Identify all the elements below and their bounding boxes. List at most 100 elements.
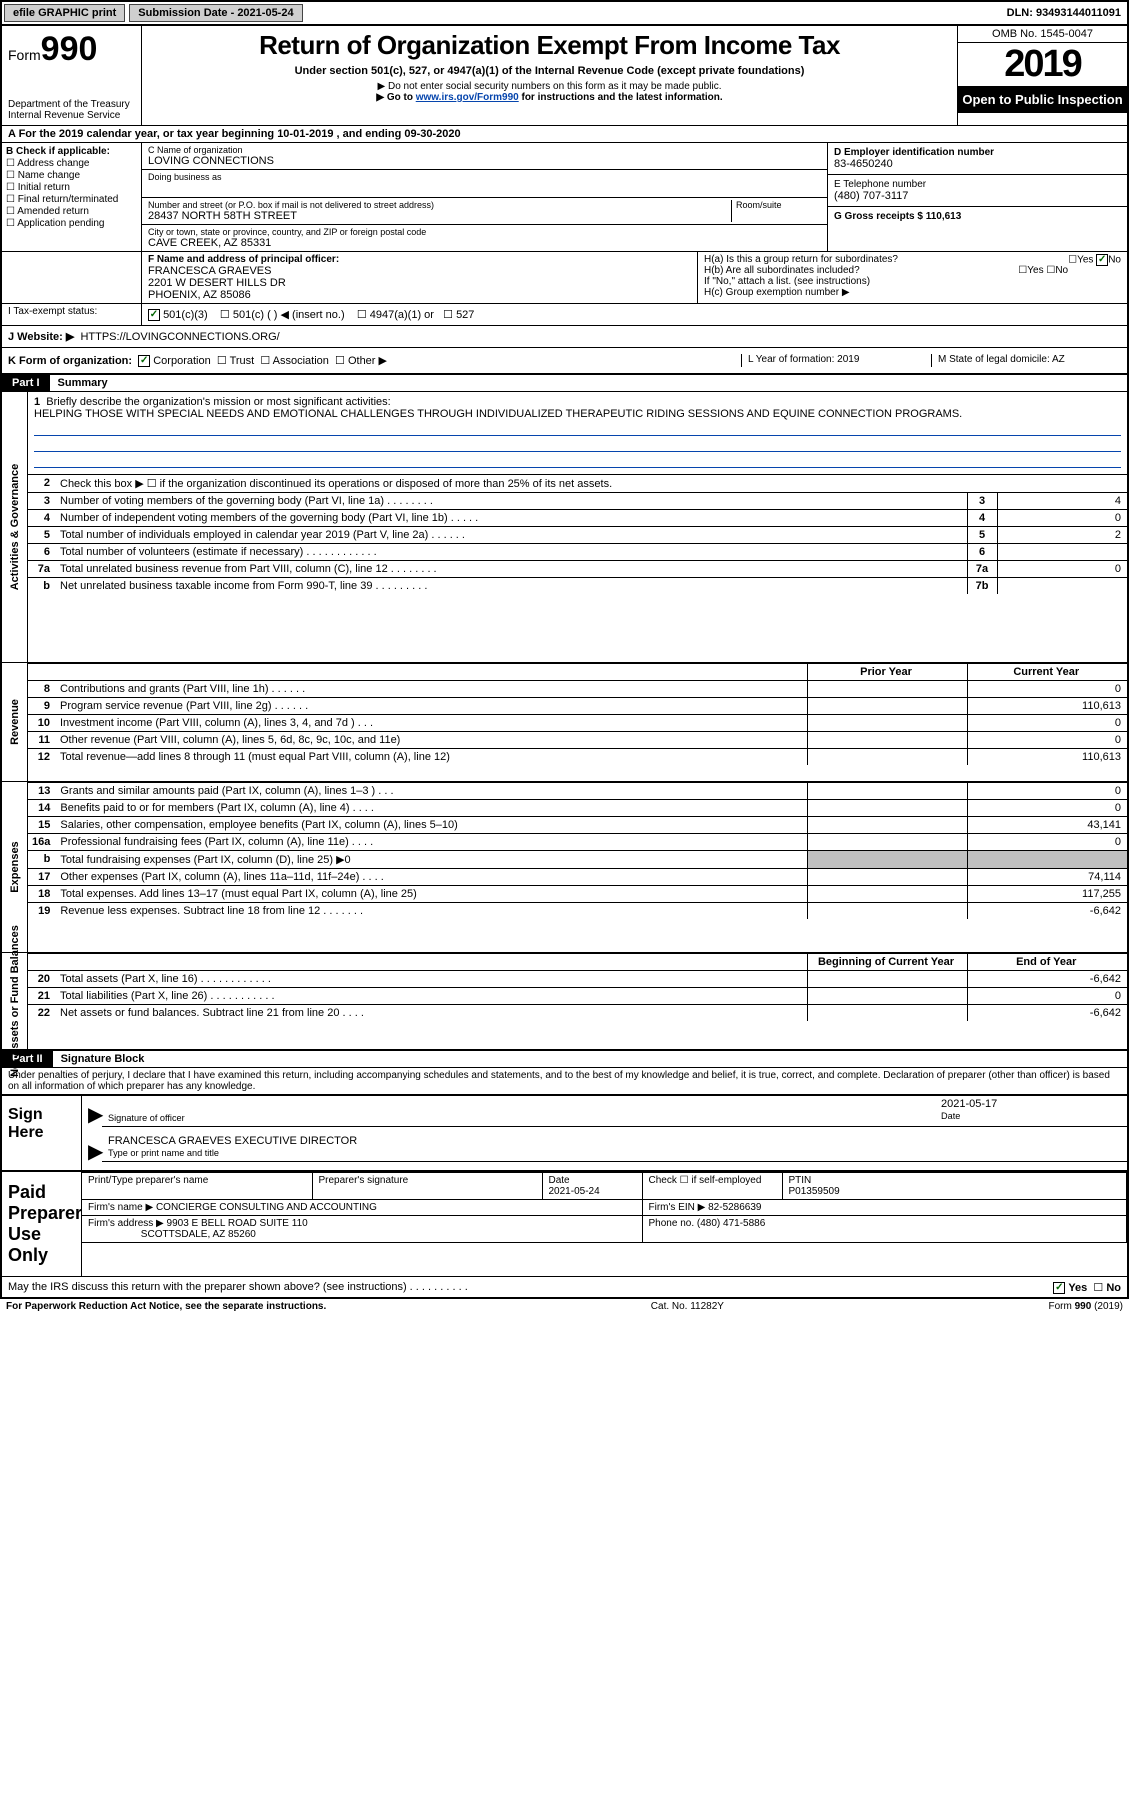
prior-val <box>807 886 967 903</box>
line-text: Number of independent voting members of … <box>56 510 967 527</box>
discuss-yes[interactable] <box>1053 1282 1065 1294</box>
line-box: 6 <box>967 544 997 561</box>
check-pending[interactable]: ☐ Application pending <box>6 218 137 229</box>
check-address[interactable]: ☐ Address change <box>6 158 137 169</box>
officer-typed-label: Type or print name and title <box>108 1148 219 1158</box>
curr-val: 110,613 <box>967 698 1127 715</box>
street-addr: 28437 NORTH 58TH STREET <box>148 210 297 222</box>
line-num: b <box>28 851 56 869</box>
check-name[interactable]: ☐ Name change <box>6 170 137 181</box>
prior-val <box>807 698 967 715</box>
line-box: 7a <box>967 561 997 578</box>
mission-text: HELPING THOSE WITH SPECIAL NEEDS AND EMO… <box>34 408 962 420</box>
beg-val <box>807 988 967 1005</box>
prior-val <box>807 732 967 749</box>
part-i-tag: Part I <box>2 375 50 391</box>
line-num: 2 <box>28 475 56 493</box>
tax-year-line: A For the 2019 calendar year, or tax yea… <box>2 126 1127 143</box>
ein: 83-4650240 <box>834 158 1121 170</box>
line-num: 8 <box>28 681 56 698</box>
check-501c3[interactable] <box>148 309 160 321</box>
prep-sig-label: Preparer's signature <box>312 1173 542 1200</box>
note-goto: ▶ Go to www.irs.gov/Form990 for instruct… <box>148 92 951 103</box>
firm-name: CONCIERGE CONSULTING AND ACCOUNTING <box>156 1202 377 1213</box>
line-text: Program service revenue (Part VIII, line… <box>56 698 807 715</box>
ha-no-check[interactable] <box>1096 254 1108 266</box>
line1-label: Briefly describe the organization's miss… <box>46 396 390 408</box>
section-b-label: B Check if applicable: <box>6 146 137 157</box>
footer-mid: Cat. No. 11282Y <box>651 1301 724 1312</box>
submission-date: Submission Date - 2021-05-24 <box>129 4 302 22</box>
dln: DLN: 93493144011091 <box>1001 5 1127 21</box>
prior-val <box>807 869 967 886</box>
line-num: 15 <box>28 817 56 834</box>
omb-number: OMB No. 1545-0047 <box>958 26 1127 43</box>
curr-val: 0 <box>967 783 1127 800</box>
check-final[interactable]: ☐ Final return/terminated <box>6 194 137 205</box>
curr-year-header: Current Year <box>967 664 1127 681</box>
open-to-public: Open to Public Inspection <box>958 86 1127 113</box>
line-text: Net assets or fund balances. Subtract li… <box>56 1005 807 1022</box>
h-note: If "No," attach a list. (see instruction… <box>704 276 1121 287</box>
line-num: 18 <box>28 886 56 903</box>
m-state: M State of legal domicile: AZ <box>931 354 1121 367</box>
line-num: 10 <box>28 715 56 732</box>
line-text: Total revenue—add lines 8 through 11 (mu… <box>56 749 807 766</box>
line-num: 21 <box>28 988 56 1005</box>
line-val: 2 <box>997 527 1127 544</box>
sig-officer-label: Signature of officer <box>108 1113 185 1123</box>
phone: (480) 471-5886 <box>697 1218 765 1229</box>
d-ein-label: D Employer identification number <box>834 147 1121 158</box>
firm-addr1: 9903 E BELL ROAD SUITE 110 <box>167 1218 308 1229</box>
line-box: 7b <box>967 578 997 595</box>
end-year-header: End of Year <box>967 954 1127 971</box>
l-year: L Year of formation: 2019 <box>741 354 931 367</box>
efile-print-button[interactable]: efile GRAPHIC print <box>4 4 125 22</box>
prior-val <box>807 681 967 698</box>
room-label: Room/suite <box>736 200 821 210</box>
check-amended[interactable]: ☐ Amended return <box>6 206 137 217</box>
line-text: Total unrelated business revenue from Pa… <box>56 561 967 578</box>
prior-val <box>807 783 967 800</box>
curr-val: 0 <box>967 834 1127 851</box>
line-text: Net unrelated business taxable income fr… <box>56 578 967 595</box>
footer-left: For Paperwork Reduction Act Notice, see … <box>6 1301 326 1312</box>
line-num: b <box>28 578 56 595</box>
f-label: F Name and address of principal officer: <box>148 254 691 265</box>
beg-val <box>807 971 967 988</box>
officer-addr1: 2201 W DESERT HILLS DR <box>148 277 691 289</box>
line-text: Total expenses. Add lines 13–17 (must eq… <box>56 886 807 903</box>
part-ii-title: Signature Block <box>53 1051 153 1067</box>
j-label: J Website: ▶ <box>8 331 74 343</box>
tax-year: 2019 <box>958 43 1127 86</box>
prior-val <box>807 715 967 732</box>
curr-val: 43,141 <box>967 817 1127 834</box>
dept-treasury: Department of the Treasury Internal Reve… <box>8 99 135 121</box>
prep-date-label: Date <box>549 1175 570 1186</box>
line-box: 5 <box>967 527 997 544</box>
line-num: 20 <box>28 971 56 988</box>
line-val: 0 <box>997 510 1127 527</box>
line-text: Contributions and grants (Part VIII, lin… <box>56 681 807 698</box>
line-text: Professional fundraising fees (Part IX, … <box>56 834 807 851</box>
g-gross: G Gross receipts $ 110,613 <box>828 207 1127 226</box>
line-text: Benefits paid to or for members (Part IX… <box>56 800 807 817</box>
check-initial[interactable]: ☐ Initial return <box>6 182 137 193</box>
check-corp[interactable] <box>138 355 150 367</box>
curr-val: 110,613 <box>967 749 1127 766</box>
sign-here-label: Sign Here <box>2 1096 82 1170</box>
vert-exp: Expenses <box>9 842 21 893</box>
line-num: 22 <box>28 1005 56 1022</box>
ptin: P01359509 <box>789 1186 840 1197</box>
i-label: I Tax-exempt status: <box>2 304 142 325</box>
h-c: H(c) Group exemption number ▶ <box>704 287 1121 298</box>
line-val: 4 <box>997 493 1127 510</box>
firm-ein-label: Firm's EIN ▶ <box>649 1202 706 1213</box>
telephone: (480) 707-3117 <box>834 190 1121 202</box>
note-ssn: ▶ Do not enter social security numbers o… <box>148 81 951 92</box>
officer-typed: FRANCESCA GRAEVES EXECUTIVE DIRECTOR <box>108 1135 1121 1147</box>
irs-link[interactable]: www.irs.gov/Form990 <box>416 92 519 103</box>
line-text: Total liabilities (Part X, line 26) . . … <box>56 988 807 1005</box>
prior-val <box>807 851 967 869</box>
h-b: H(b) Are all subordinates included? ☐Yes… <box>704 265 1121 276</box>
